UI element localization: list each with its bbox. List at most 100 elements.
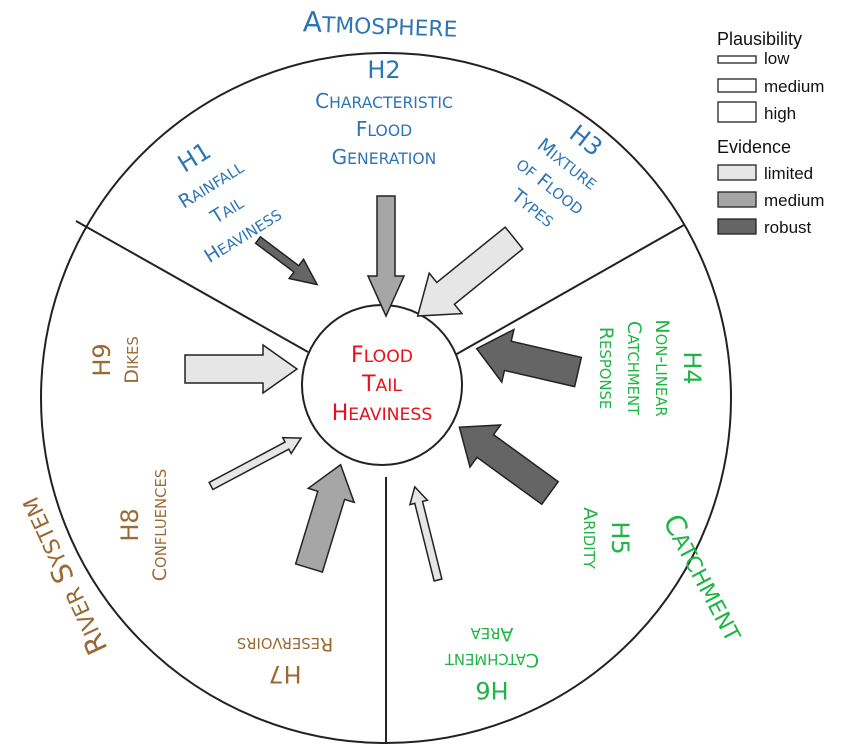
small-caps-glyph: - — [651, 356, 673, 363]
hypothesis-h7-label: H7 RESERVOIRS — [237, 633, 333, 688]
small-caps-glyph: F — [351, 343, 364, 368]
hypothesis-h5-label: H5 ARIDITY — [579, 507, 634, 569]
small-caps-glyph: A — [652, 396, 669, 406]
small-caps-glyph: N — [651, 319, 673, 333]
h1-id: H1 — [173, 137, 216, 178]
small-caps-glyph: N — [153, 545, 170, 556]
small-caps-glyph: R — [428, 17, 444, 43]
center-line-2: TAIL — [361, 372, 402, 397]
legend-plausibility-medium-swatch — [717, 78, 757, 93]
small-caps-glyph: U — [153, 518, 170, 529]
small-caps-glyph: C — [153, 488, 170, 498]
small-caps-glyph: O — [386, 347, 400, 367]
small-caps-glyph: O — [412, 150, 424, 168]
h6-id: H6 — [475, 676, 508, 704]
hypothesis-h3-label: H3 MIXTURE OF FLOOD TYPES — [506, 119, 608, 232]
small-caps-glyph: O — [596, 368, 613, 380]
small-caps-glyph: C — [315, 89, 329, 113]
legend-evidence-medium: medium — [764, 191, 824, 210]
legend-plausibility-low: low — [764, 49, 790, 68]
small-caps-glyph: I — [580, 546, 597, 550]
small-caps-glyph: N — [454, 650, 465, 667]
legend-plausibility-title: Plausibility — [717, 29, 802, 49]
small-caps-glyph: N — [425, 150, 437, 168]
small-caps-glyph: V — [370, 405, 382, 425]
small-caps-glyph: R — [652, 406, 669, 416]
small-caps-glyph: E — [347, 150, 357, 168]
h4-line-3: RESPONSE — [595, 327, 617, 409]
small-caps-glyph: A — [516, 650, 526, 667]
legend-plausibility-medium: medium — [764, 77, 824, 96]
legend: Plausibility low medium high Evidence li… — [717, 29, 824, 237]
small-caps-glyph: T — [397, 150, 408, 168]
arrow-h6-shape — [408, 485, 443, 582]
small-caps-glyph: I — [580, 531, 597, 535]
small-caps-glyph: E — [348, 405, 359, 425]
small-caps-glyph: E — [465, 650, 474, 667]
small-caps-glyph: M — [624, 373, 641, 386]
small-caps-glyph: E — [311, 634, 320, 651]
small-caps-glyph: S — [596, 390, 613, 399]
small-caps-glyph: T — [321, 13, 337, 39]
small-caps-glyph: R — [595, 327, 617, 340]
h2-line-3: GENERATION — [332, 145, 437, 169]
small-caps-glyph: T — [427, 94, 438, 112]
small-caps-glyph: E — [596, 400, 613, 409]
small-caps-glyph: E — [292, 634, 301, 651]
small-caps-glyph: R — [379, 150, 390, 168]
small-caps-glyph: N — [596, 379, 613, 390]
small-caps-glyph: S — [596, 349, 613, 358]
small-caps-glyph: C — [624, 351, 641, 361]
small-caps-glyph: E — [369, 150, 379, 168]
small-caps-glyph: I — [408, 150, 413, 168]
legend-plausibility-high: high — [764, 104, 796, 123]
small-caps-glyph: S — [371, 15, 386, 40]
small-caps-glyph: G — [332, 145, 348, 169]
small-caps-glyph: D — [580, 535, 597, 546]
legend-evidence-limited: limited — [764, 164, 813, 183]
small-caps-glyph: D — [400, 122, 412, 140]
small-caps-glyph: H — [398, 16, 415, 42]
small-caps-glyph: C — [442, 94, 453, 112]
arrow-h5 — [458, 424, 560, 506]
small-caps-glyph: N — [652, 376, 669, 387]
small-caps-glyph: C — [526, 649, 539, 671]
h8-id: H8 — [116, 508, 144, 541]
arrow-h3 — [416, 226, 524, 317]
legend-evidence-robust: robust — [764, 218, 812, 237]
center-line-1: FLOOD — [351, 343, 413, 368]
h3-line-3: TYPES — [506, 184, 558, 232]
h8-line-1: CONFLUENCES — [149, 469, 171, 581]
small-caps-glyph: S — [153, 469, 170, 478]
arrow-h4 — [475, 328, 583, 388]
small-caps-glyph: E — [153, 478, 170, 487]
h3-id: H3 — [564, 119, 608, 162]
small-caps-glyph: O — [373, 347, 387, 367]
h6-line-2: AREA — [471, 623, 514, 645]
h2-line-2: FLOOD — [356, 117, 412, 141]
small-caps-glyph: A — [579, 507, 601, 520]
h4-line-1: NON-LINEAR — [651, 319, 673, 416]
small-caps-glyph: E — [596, 340, 613, 349]
small-caps-glyph: A — [471, 624, 481, 641]
small-caps-glyph: F — [153, 537, 170, 546]
small-caps-glyph: R — [490, 624, 500, 641]
sector-label-atmosphere: ATMOSPHERE — [302, 5, 458, 43]
small-caps-glyph: T — [444, 650, 455, 667]
small-caps-glyph: A — [362, 94, 373, 112]
small-caps-glyph: C — [623, 321, 645, 334]
sector-label-catchment: CATCHMENT — [656, 509, 751, 648]
small-caps-glyph: E — [652, 387, 669, 396]
hypothesis-h2-label: H2 CHARACTERISTIC FLOOD GENERATION — [315, 56, 453, 169]
small-caps-glyph: A — [341, 94, 352, 112]
legend-evidence-robust-swatch — [717, 218, 757, 235]
small-caps-glyph: A — [624, 334, 641, 344]
small-caps-glyph: O — [261, 634, 273, 651]
small-caps-glyph: R — [580, 520, 597, 530]
h9-line-1: DIKES — [121, 336, 143, 384]
small-caps-glyph: F — [356, 117, 368, 141]
small-caps-glyph: P — [385, 15, 399, 40]
small-caps-glyph: N — [652, 345, 669, 356]
small-caps-glyph: L — [392, 376, 402, 396]
arrow-h4-shape — [475, 328, 583, 388]
